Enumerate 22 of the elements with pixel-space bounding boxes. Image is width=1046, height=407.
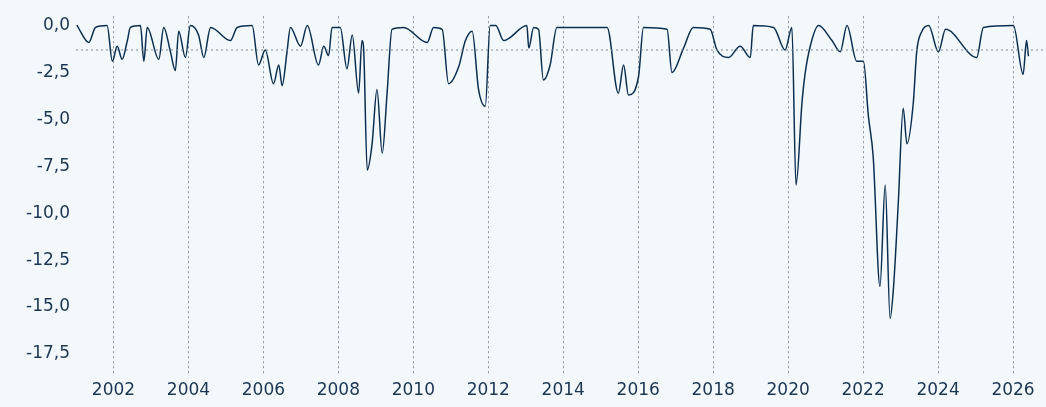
- x-tick-label: 2010: [391, 379, 435, 400]
- x-tick-label: 2026: [991, 379, 1035, 400]
- x-tick-label: 2020: [766, 379, 810, 400]
- x-tick-label: 2022: [841, 379, 885, 400]
- y-tick-label: -17,5: [26, 342, 70, 363]
- x-tick-label: 2014: [541, 379, 585, 400]
- y-tick-label: -2,5: [36, 60, 70, 81]
- x-tick-label: 2004: [166, 379, 211, 400]
- y-tick-label: -15,0: [26, 295, 70, 316]
- y-tick-label: -12,5: [26, 248, 70, 269]
- x-tick-label: 2024: [916, 379, 960, 400]
- x-tick-label: 2002: [91, 379, 136, 400]
- y-tick-label: 0,0: [42, 14, 70, 34]
- x-tick-label: 2008: [316, 379, 360, 400]
- y-tick-label: -10,0: [26, 201, 70, 222]
- line-series: [76, 24, 1030, 320]
- x-tick-label: 2016: [616, 379, 660, 400]
- y-tick-label: -7,5: [36, 154, 70, 175]
- y-tick-label: -5,0: [36, 107, 70, 128]
- x-tick-label: 2018: [691, 379, 735, 400]
- x-tick-label: 2006: [241, 379, 286, 400]
- x-tick-label: 2012: [466, 379, 510, 400]
